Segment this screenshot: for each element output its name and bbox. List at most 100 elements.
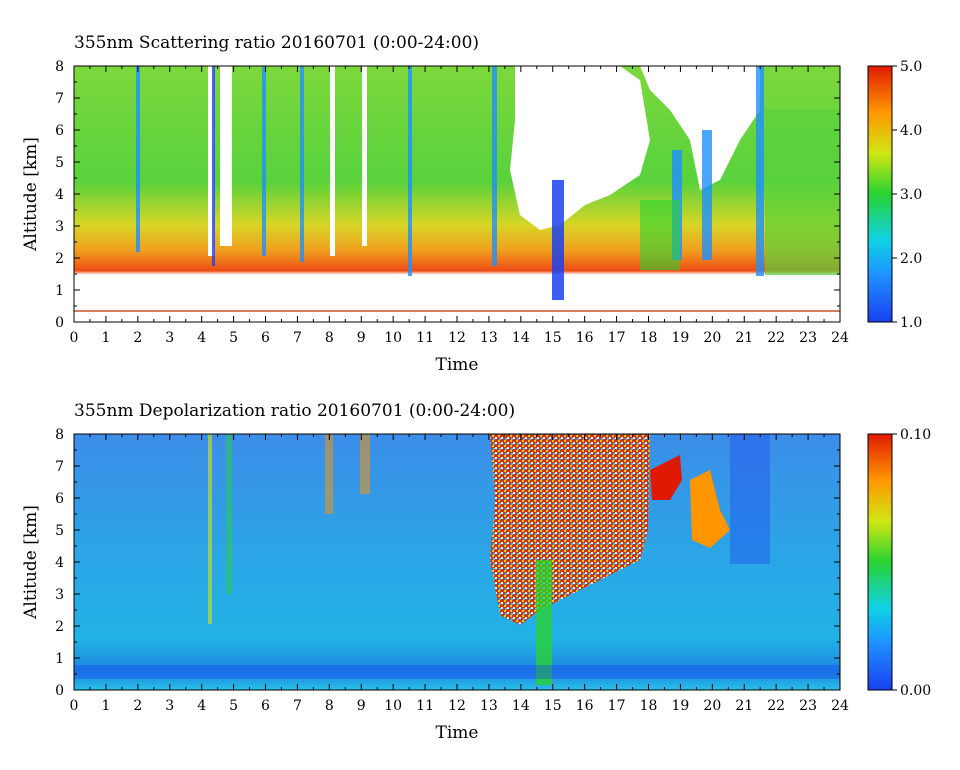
colorbar-tick-label: 0.00	[900, 683, 931, 699]
x-tick-label: 1	[101, 698, 110, 714]
heatmap-field	[74, 434, 840, 685]
high-depol-region	[536, 560, 552, 685]
x-tick-label: 23	[799, 330, 817, 346]
y-tick-label: 1	[55, 651, 64, 667]
streak	[702, 130, 712, 260]
x-tick-label: 9	[357, 698, 366, 714]
x-tick-label: 16	[576, 330, 594, 346]
x-tick-label: 22	[767, 330, 785, 346]
x-axis-label: Time	[436, 355, 479, 375]
y-tick-label: 8	[55, 427, 64, 443]
cloud-gap	[362, 66, 367, 246]
x-tick-label: 17	[608, 330, 626, 346]
x-tick-label: 14	[512, 698, 530, 714]
x-tick-label: 0	[70, 698, 79, 714]
x-tick-label: 15	[544, 698, 562, 714]
streak	[262, 66, 266, 256]
y-tick-label: 0	[55, 683, 64, 699]
x-tick-label: 8	[325, 330, 334, 346]
y-tick-label: 7	[55, 459, 64, 475]
y-tick-label: 5	[55, 523, 64, 539]
x-axis-label: Time	[436, 723, 479, 743]
x-tick-label: 11	[416, 698, 434, 714]
cloud-gap	[330, 66, 335, 256]
colorbar-tick-label: 2.0	[900, 251, 922, 267]
chart-title: 355nm Scattering ratio 20160701 (0:00-24…	[74, 33, 479, 53]
y-tick-label: 6	[55, 123, 64, 139]
x-tick-label: 10	[384, 330, 402, 346]
x-tick-label: 12	[448, 330, 466, 346]
x-tick-label: 13	[480, 698, 498, 714]
colorbar-ticks: 1.0 2.0 3.0 4.0 5.0	[892, 59, 922, 331]
x-tick-label: 18	[640, 330, 658, 346]
colorbar	[867, 433, 893, 691]
x-tick-label: 4	[197, 698, 206, 714]
y-tick-label: 3	[55, 219, 64, 235]
streak	[226, 434, 232, 594]
colorbar-ticks: 0.00 0.10	[892, 427, 931, 699]
streak	[756, 66, 764, 276]
x-tick-label: 7	[293, 330, 302, 346]
streak	[136, 66, 140, 252]
x-tick-label: 21	[735, 330, 753, 346]
streak	[325, 434, 333, 514]
streak	[730, 434, 770, 564]
x-tick-label: 21	[735, 698, 753, 714]
x-tick-label: 18	[640, 698, 658, 714]
x-tick-label: 14	[512, 330, 530, 346]
x-tick-label: 17	[608, 698, 626, 714]
streak	[492, 66, 497, 266]
depolarization-ratio-panel: 355nm Depolarization ratio 20160701 (0:0…	[21, 401, 931, 743]
y-tick-label: 4	[55, 555, 64, 571]
y-axis: 0 1 2 3 4 5 6 7 8	[55, 427, 840, 699]
x-tick-label: 22	[767, 698, 785, 714]
colorbar	[867, 65, 893, 323]
streak	[552, 180, 564, 300]
streak	[360, 434, 370, 494]
colorbar-tick-label: 4.0	[900, 123, 922, 139]
y-tick-label: 3	[55, 587, 64, 603]
x-tick-label: 19	[672, 330, 690, 346]
colorbar-tick-label: 3.0	[900, 187, 922, 203]
x-tick-label: 24	[831, 330, 849, 346]
y-tick-label: 6	[55, 491, 64, 507]
x-tick-label: 6	[261, 698, 270, 714]
y-tick-label: 2	[55, 619, 64, 635]
x-tick-label: 3	[165, 698, 174, 714]
streak	[300, 66, 304, 262]
x-tick-label: 13	[480, 330, 498, 346]
y-tick-label: 2	[55, 251, 64, 267]
y-tick-label: 5	[55, 155, 64, 171]
x-tick-label: 4	[197, 330, 206, 346]
cloud-saturation-region	[510, 66, 650, 230]
x-tick-label: 6	[261, 330, 270, 346]
x-tick-label: 3	[165, 330, 174, 346]
x-tick-label: 19	[672, 698, 690, 714]
cloud-gap	[220, 66, 232, 246]
y-axis-label: Altitude [km]	[21, 505, 41, 620]
high-depol-region	[490, 434, 650, 625]
x-tick-label: 5	[229, 698, 238, 714]
high-depol-region	[650, 455, 682, 500]
scattering-ratio-panel: 355nm Scattering ratio 20160701 (0:00-24…	[21, 33, 922, 375]
x-tick-label: 23	[799, 698, 817, 714]
y-tick-label: 4	[55, 187, 64, 203]
heatmap-field	[74, 66, 840, 312]
aerosol-band	[765, 110, 840, 275]
x-tick-label: 0	[70, 330, 79, 346]
x-tick-label: 2	[133, 698, 142, 714]
chart-title: 355nm Depolarization ratio 20160701 (0:0…	[74, 401, 515, 421]
y-axis: 0 1 2 3 4 5 6 7 8	[55, 59, 840, 331]
y-tick-label: 0	[55, 315, 64, 331]
x-axis: 0 1 2 3 4 5 6 7 8 9 10 11 12 13 14 15 16 17 18 19 20 21 22 23 24	[70, 434, 849, 714]
high-depol-region	[690, 470, 730, 548]
x-tick-label: 16	[576, 698, 594, 714]
cloud-saturation-region	[640, 66, 760, 190]
x-tick-label: 1	[101, 330, 110, 346]
y-tick-label: 8	[55, 59, 64, 75]
x-tick-label: 20	[703, 330, 721, 346]
aerosol-band	[640, 200, 680, 270]
x-tick-label: 9	[357, 330, 366, 346]
cloud-gap	[208, 66, 214, 256]
